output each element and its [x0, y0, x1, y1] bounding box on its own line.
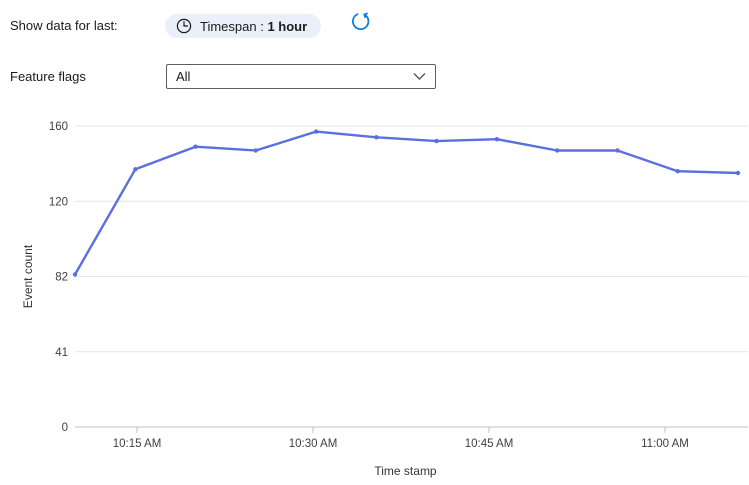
- timespan-pill-button[interactable]: Timespan : 1 hour: [165, 14, 322, 38]
- data-point-marker: [494, 137, 500, 142]
- data-point-marker: [615, 148, 620, 153]
- timespan-value: 1 hour: [267, 18, 308, 34]
- x-axis-title: Time stamp: [374, 464, 437, 478]
- y-axis-title: Event count: [21, 244, 35, 308]
- refresh-icon: [350, 11, 371, 35]
- data-point-marker: [675, 169, 680, 174]
- x-tick-label: 10:15 AM: [113, 438, 162, 450]
- data-point-marker: [72, 272, 78, 277]
- timespan-label: Timespan :: [200, 18, 264, 34]
- x-tick-label: 10:30 AM: [289, 438, 338, 450]
- feature-flags-label: Feature flags: [10, 69, 86, 84]
- data-point-marker: [193, 144, 198, 149]
- y-tick-label: 82: [55, 272, 68, 284]
- refresh-button[interactable]: [348, 11, 372, 35]
- feature-flags-dropdown[interactable]: All: [166, 64, 436, 89]
- data-point-marker: [313, 129, 319, 134]
- x-tick-label: 11:00 AM: [641, 438, 689, 450]
- y-tick-label: 120: [49, 196, 68, 208]
- clock-icon: [176, 18, 192, 34]
- data-point-marker: [735, 170, 741, 176]
- show-data-for-last-label: Show data for last:: [10, 18, 118, 33]
- x-tick-label: 10:45 AM: [465, 438, 514, 450]
- data-point-marker: [555, 148, 560, 153]
- chevron-down-icon: [413, 69, 426, 84]
- y-tick-label: 41: [55, 347, 68, 359]
- timespan-pill-text: Timespan : 1 hour: [200, 19, 307, 34]
- feature-flags-selected-value: All: [176, 69, 191, 84]
- event-count-series-line: [73, 130, 740, 276]
- y-tick-label: 160: [49, 121, 68, 133]
- data-point-marker: [374, 135, 379, 140]
- data-point-marker: [133, 167, 138, 172]
- y-tick-label: 0: [62, 422, 68, 434]
- data-point-marker: [434, 138, 439, 144]
- data-point-marker: [253, 148, 258, 153]
